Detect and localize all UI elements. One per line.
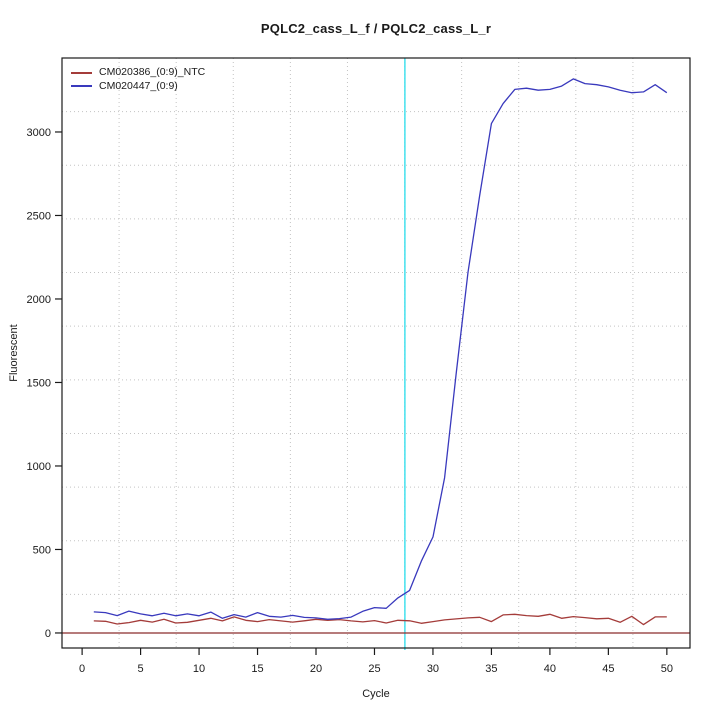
x-axis-title: Cycle <box>362 688 390 700</box>
legend-line-swatch <box>71 85 92 88</box>
x-tick-label: 50 <box>661 663 673 675</box>
legend-entry: CM020386_(0:9)_NTC <box>71 66 205 80</box>
y-tick-label: 500 <box>33 544 51 556</box>
plot-box <box>61 57 691 649</box>
legend: CM020386_(0:9)_NTC CM020447_(0:9) <box>71 66 205 93</box>
y-tick-label: 3000 <box>27 127 51 139</box>
series-line-sample <box>93 78 668 620</box>
gridlines <box>62 58 690 648</box>
x-tick-label: 30 <box>427 663 439 675</box>
y-tick-label: 2500 <box>27 210 51 222</box>
x-tick-label: 5 <box>138 663 144 675</box>
y-tick-label: 1000 <box>27 461 51 473</box>
x-tick-label: 20 <box>310 663 322 675</box>
legend-entry: CM020447_(0:9) <box>71 80 205 94</box>
axes: 0 5 10 15 20 25 30 35 40 45 5005001000150020002500… <box>27 127 673 675</box>
y-tick-label: 0 <box>45 628 51 640</box>
y-tick-label: 2000 <box>27 294 51 306</box>
legend-line-swatch <box>71 71 92 74</box>
legend-entry-label: CM020386_(0:9)_NTC <box>99 66 206 79</box>
y-tick-label: 1500 <box>27 377 51 389</box>
x-tick-label: 0 <box>79 663 85 675</box>
legend-entry-label: CM020447_(0:9) <box>99 79 178 92</box>
x-tick-label: 35 <box>485 663 497 675</box>
x-tick-label: 10 <box>193 663 205 675</box>
x-tick-label: 45 <box>602 663 614 675</box>
chart-title: PQLC2_cass_L_f / PQLC2_cass_L_r <box>260 21 492 36</box>
x-tick-label: 25 <box>368 663 380 675</box>
x-tick-label: 15 <box>251 663 263 675</box>
series-line-ntc <box>93 613 667 626</box>
x-tick-label: 40 <box>544 663 556 675</box>
